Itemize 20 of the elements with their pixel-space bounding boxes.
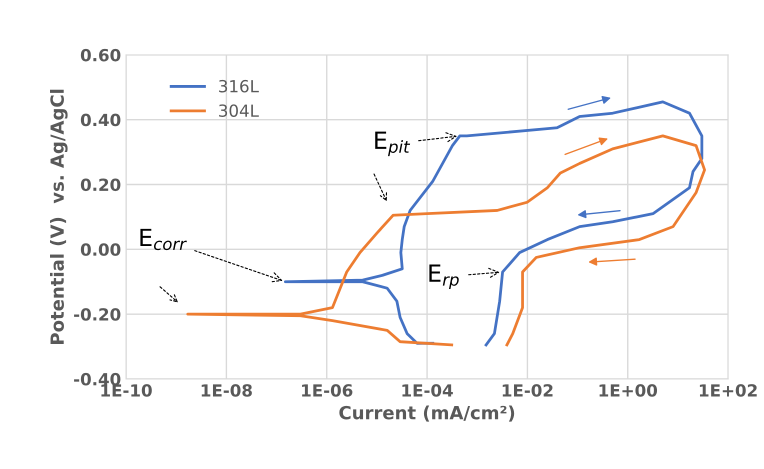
y-tick-label: 0.60 (80, 48, 120, 62)
annotation: E$_{rp}$ (429, 264, 459, 290)
x-tick-label: 1E-04 (402, 384, 453, 397)
x-tick-label: 1E-10 (101, 384, 152, 397)
y-tick-label: 0.20 (80, 178, 120, 192)
y-tick-label: -0.40 (74, 372, 120, 386)
annotation: E$_{corr}$ (140, 228, 187, 250)
annotation: E$_{pit}$ (375, 132, 410, 156)
legend-label: 304L (219, 104, 259, 117)
x-axis-title: Current (mA/cm²) (339, 406, 514, 422)
y-tick-label: 0.40 (80, 114, 120, 126)
legend-label: 316L (219, 80, 259, 92)
y-tick-label: -0.20 (74, 308, 120, 321)
x-tick-label: 1E-08 (202, 384, 252, 397)
x-tick-label: 1E-02 (502, 384, 553, 397)
y-axis-title: Potential (V) vs. Ag/AgCl (50, 90, 68, 344)
y-tick-label: 0.00 (80, 243, 120, 256)
x-tick-label: 1E-06 (302, 384, 352, 397)
x-tick-label: 1E+00 (600, 384, 658, 397)
x-tick-label: 1E+02 (700, 384, 757, 397)
